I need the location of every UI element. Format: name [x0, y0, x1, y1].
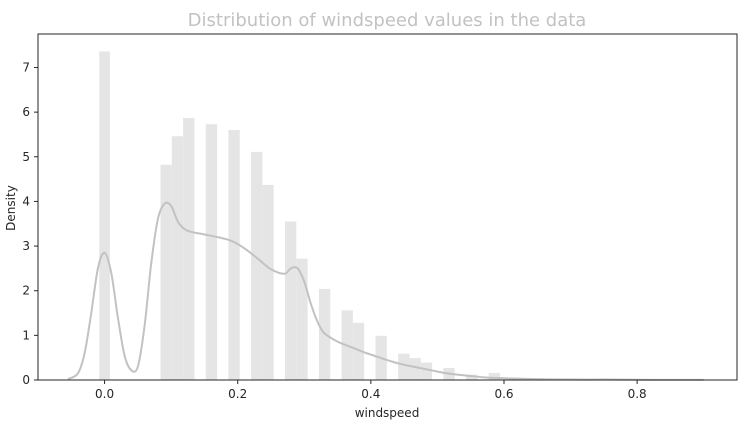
histogram-bar: [284, 221, 297, 380]
histogram-bar: [262, 184, 274, 380]
histogram-bar: [398, 353, 410, 380]
histogram-bar: [205, 124, 218, 380]
histogram-bar: [488, 372, 501, 380]
x-tick-label: 0.0: [95, 387, 114, 401]
y-tick-label: 1: [22, 328, 30, 342]
histogram-bar: [466, 374, 478, 380]
x-axis-label: windspeed: [355, 406, 420, 420]
histogram-bar: [420, 362, 433, 380]
x-tick-label: 0.2: [228, 387, 247, 401]
chart-title: Distribution of windspeed values in the …: [188, 10, 587, 31]
x-tick-label: 0.8: [628, 387, 647, 401]
kde-curve: [67, 201, 704, 381]
histogram-bar: [251, 151, 263, 380]
histogram-bar: [296, 258, 308, 380]
y-tick-label: 5: [22, 150, 30, 164]
x-tick-label: 0.4: [361, 387, 380, 401]
histogram-bar: [160, 164, 172, 380]
plot-frame: [37, 33, 738, 381]
y-tick-label: 6: [22, 105, 30, 119]
histogram-bar: [352, 322, 365, 380]
histogram-bar: [228, 129, 240, 380]
y-axis-label: Density: [4, 185, 18, 231]
histogram-bar: [99, 51, 110, 380]
x-tick-label: 0.6: [494, 387, 513, 401]
histogram-bar: [171, 136, 184, 380]
y-tick-label: 3: [22, 239, 30, 253]
histogram-bar: [183, 117, 195, 381]
y-tick-label: 4: [22, 194, 30, 208]
y-tick-label: 0: [22, 373, 30, 387]
y-tick-label: 2: [22, 284, 30, 298]
histogram-bars: [99, 51, 670, 381]
x-axis-ticks: 0.0 0.2 0.4 0.6 0.8: [95, 380, 647, 401]
y-axis-ticks: 0 1 2 3 4 5 6 7: [22, 60, 38, 387]
histogram-bar: [409, 358, 421, 380]
y-tick-label: 7: [22, 60, 30, 74]
